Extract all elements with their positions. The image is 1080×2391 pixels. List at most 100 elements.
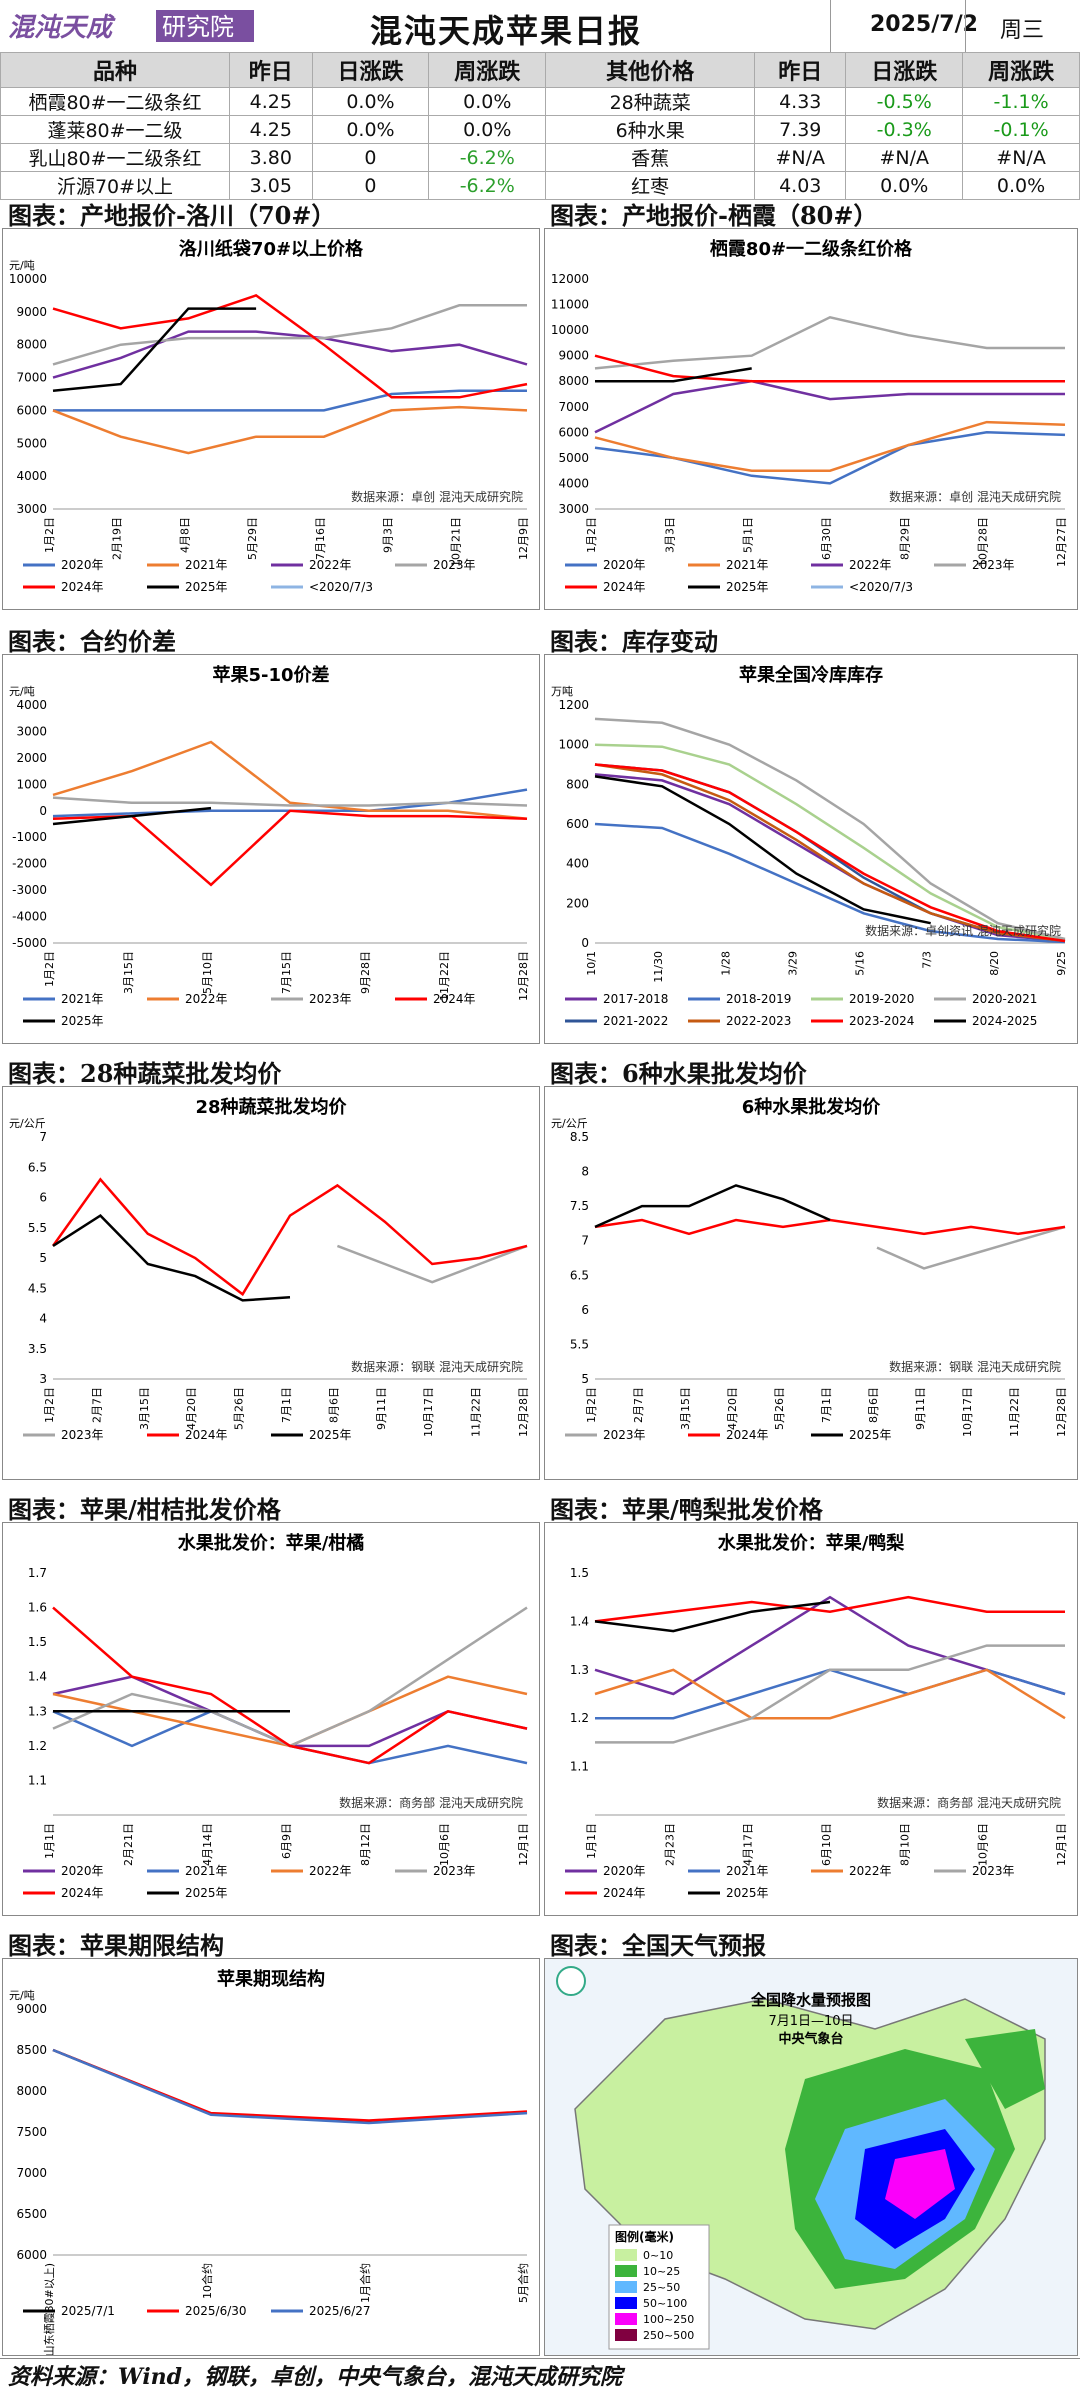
- x-tick-label: 6月9日: [280, 1823, 293, 1859]
- x-tick-label: 12月1日: [517, 1823, 530, 1866]
- series-line-2025年: [594, 1184, 831, 1229]
- legend-label: 2021年: [185, 558, 228, 572]
- x-tick-label: 11月22日: [1008, 1387, 1021, 1437]
- x-tick-label: 9/25: [1055, 951, 1068, 976]
- y-tick-label: 1.4: [570, 1614, 589, 1628]
- x-tick-label: 4月20日: [185, 1387, 198, 1430]
- cell: #N/A: [754, 143, 847, 172]
- y-tick-label: 1.5: [570, 1566, 589, 1580]
- panel-title: 图表：苹果/鸭梨批发价格: [550, 1495, 823, 1524]
- chart-inventory: 苹果全国冷库库存 万吨 0 200 400 600 800 1000 1200 10/1 11/30…: [544, 654, 1078, 1044]
- col-header: 周涨跌: [428, 52, 547, 88]
- legend-label: 2023年: [603, 1428, 646, 1442]
- x-tick-label: 11月22日: [438, 951, 451, 1001]
- chart-title: 苹果5-10价差: [212, 664, 329, 686]
- legend-label: 2021-2022: [603, 1014, 668, 1028]
- x-tick-label: 3/29: [786, 951, 799, 976]
- x-tick-label: 1/28: [719, 951, 732, 976]
- chart-luochuan: 洛川纸袋70#以上价格 元/吨 3000 4000 5000 6000 7000 8000 90…: [2, 228, 540, 610]
- y-tick-label: 1200: [558, 698, 589, 712]
- cell: 乳山80#一二级条红: [0, 143, 230, 172]
- y-tick-label: -3000: [12, 883, 47, 897]
- col-header: 日涨跌: [845, 52, 964, 88]
- series-line-2024年: [52, 294, 528, 399]
- chart-title: 栖霞80#一二级条红价格: [710, 238, 913, 260]
- chart-vegetables: 28种蔬菜批发均价 元/公斤 3 3.5 4 4.5 5 5.5 6 6.5 7 1月2日 2月7日 3月…: [2, 1086, 540, 1480]
- legend-label: 2020年: [61, 558, 104, 572]
- series-line-2023年: [594, 315, 1065, 370]
- series-line-2020年: [594, 431, 1066, 485]
- x-tick-label: 1月2日: [585, 517, 598, 553]
- x-tick-label: 12月28日: [1055, 1387, 1068, 1437]
- series-line-2022年: [52, 740, 528, 820]
- y-tick-label: 4.5: [28, 1281, 47, 1295]
- y-tick-label: 9000: [558, 349, 589, 363]
- cma-logo-icon: [556, 1966, 586, 1996]
- y-axis-label: 元/公斤: [551, 1117, 588, 1130]
- x-tick-label: 3月15日: [138, 1387, 151, 1430]
- table-row: 蓬莱80#一二级 4.25 0.0% 0.0% 6种水果 7.39 -0.3% -0.1%: [0, 115, 1080, 144]
- legend-label: <2020/7/3: [309, 580, 373, 594]
- y-tick-label: 1.7: [28, 1566, 47, 1580]
- series-line-2024年: [52, 1606, 528, 1765]
- col-header: 品种: [0, 52, 230, 88]
- y-tick-label: 9000: [16, 2002, 47, 2016]
- y-tick-label: 7: [581, 1234, 589, 1248]
- x-tick-label: 4月8日: [178, 517, 191, 553]
- x-tick-label: 12月1日: [1055, 1823, 1068, 1866]
- weather-map-issuer: 中央气象台: [778, 2031, 843, 2047]
- y-tick-label: 7000: [16, 371, 47, 385]
- y-tick-label: 6.5: [28, 1160, 47, 1174]
- cell: -6.2%: [428, 171, 547, 200]
- x-tick-label: 5月26日: [773, 1387, 786, 1430]
- panel-title: 图表：6种水果批发均价: [550, 1059, 807, 1088]
- col-header: 昨日: [229, 52, 313, 88]
- chart-title: 28种蔬菜批发均价: [195, 1096, 347, 1118]
- y-tick-label: 1.2: [570, 1711, 589, 1725]
- y-tick-label: 1.3: [570, 1663, 589, 1677]
- x-tick-label: 4月17日: [742, 1823, 755, 1866]
- series-line-2024年: [594, 354, 1065, 383]
- y-tick-label: 10000: [9, 272, 47, 286]
- series-line-2025年: [52, 1213, 291, 1302]
- legend-title: 图例(毫米): [615, 2229, 674, 2244]
- chart-qixia: 栖霞80#一二级条红价格 3000 4000 5000 6000 7000 8000 9000…: [544, 228, 1078, 610]
- x-tick-label: 7月16日: [314, 517, 327, 560]
- x-tick-label: 8月6日: [327, 1387, 340, 1423]
- x-tick-label: 7月15日: [280, 951, 293, 994]
- legend-label: 2022年: [849, 558, 892, 572]
- chart-title: 洛川纸袋70#以上价格: [179, 238, 364, 260]
- series-line-2023年: [595, 1644, 1065, 1744]
- y-tick-label: 6000: [16, 2248, 47, 2262]
- cell: 红枣: [545, 171, 756, 200]
- x-tick-label: 11月22日: [470, 1387, 483, 1437]
- y-tick-label: 1.6: [28, 1601, 47, 1615]
- legend-label: 2025/6/30: [185, 2304, 247, 2318]
- y-tick-label: 3000: [558, 502, 589, 516]
- cell: 3.05: [229, 171, 313, 200]
- legend-swatch: [615, 2297, 637, 2309]
- y-tick-label: 1000: [558, 738, 589, 752]
- x-tick-label: 1月2日: [43, 517, 56, 553]
- page-title: 混沌天成苹果日报: [370, 12, 643, 50]
- chart-title: 水果批发价：苹果/鸭梨: [718, 1532, 905, 1554]
- legend-label: 100~250: [643, 2313, 694, 2326]
- y-tick-label: -2000: [12, 857, 47, 871]
- series-line-2024年: [594, 1218, 1066, 1236]
- y-tick-label: 200: [566, 896, 589, 910]
- data-source: 数据来源：商务部 混沌天成研究院: [877, 1795, 1061, 1810]
- cell: 6种水果: [545, 115, 756, 144]
- cell: 0.0%: [962, 171, 1080, 200]
- legend-swatch: [615, 2249, 637, 2261]
- y-tick-label: 4000: [16, 469, 47, 483]
- legend-label: 2022年: [185, 992, 228, 1006]
- weather-legend: 图例(毫米) 0~10 10~25 25~50 50~100 100~250 250~50…: [608, 2224, 710, 2350]
- series-line-2021年: [52, 405, 528, 455]
- x-tick-label: 8月12日: [359, 1823, 372, 1866]
- x-tick-label: 5月合约: [516, 2263, 530, 2303]
- legend-label: 2023年: [433, 1864, 476, 1878]
- legend-label: 2020年: [603, 1864, 646, 1878]
- y-tick-label: 6000: [16, 403, 47, 417]
- chart-apple-pear: 水果批发价：苹果/鸭梨 1.1 1.2 1.3 1.4 1.5 1月1日 2月23日 4月17日…: [544, 1522, 1078, 1916]
- y-tick-label: 5: [581, 1372, 589, 1386]
